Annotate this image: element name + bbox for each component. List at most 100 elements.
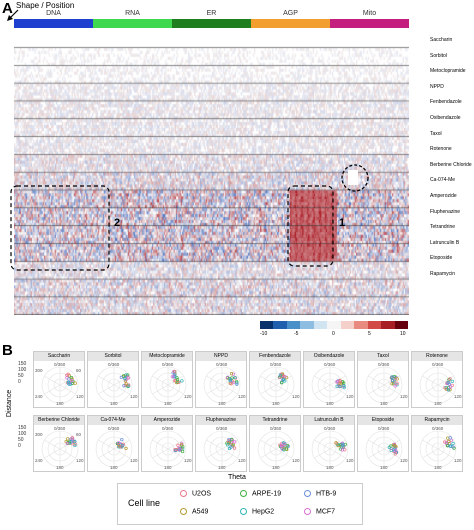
- colorbar-segment: [340, 321, 355, 329]
- polar-angle-tick: 0/360: [162, 362, 174, 367]
- polar-point: [393, 452, 398, 456]
- colorbar-segment: [354, 321, 369, 329]
- polar-point: [70, 436, 75, 440]
- legend-dot: [180, 490, 187, 497]
- polar-point: [392, 442, 397, 446]
- polar-panel: Rapamycin 0/360 120 180: [411, 415, 463, 472]
- polar-point: [67, 440, 72, 444]
- colorbar-segment: [273, 321, 288, 329]
- polar-point: [390, 375, 394, 379]
- colorbar-tick: 10: [400, 331, 406, 337]
- polar-point: [233, 376, 238, 380]
- legend-item-u2os: U2OS: [180, 490, 211, 497]
- polar-point: [124, 382, 128, 386]
- polar-angle-tick: 120: [184, 394, 192, 399]
- polar-angle-tick: 240: [35, 458, 43, 463]
- polar-point: [280, 381, 284, 385]
- polar-point: [393, 444, 397, 448]
- polar-panel-title: Sorbitol: [88, 352, 138, 361]
- polar-point: [390, 382, 394, 386]
- polar-angle-tick: 240: [35, 394, 43, 399]
- polar-grid: [95, 366, 133, 404]
- polar-angle-tick: 0/360: [270, 362, 282, 367]
- polar-grid: [41, 366, 79, 404]
- heatmap-row-label: Metoclopramide: [430, 68, 466, 75]
- polar-angle-tick: 180: [326, 401, 334, 406]
- polar-angle-tick: 180: [272, 401, 280, 406]
- polar-point: [126, 383, 131, 387]
- polar-point: [450, 383, 454, 387]
- polar-angle-tick: 120: [76, 458, 84, 463]
- polar-grid: [95, 430, 133, 468]
- polar-angle-tick: 0/360: [378, 362, 390, 367]
- organelle-header-bar: [14, 19, 409, 28]
- polar-point: [70, 437, 74, 441]
- polar-grid: [41, 430, 79, 468]
- polar-angle-tick: 0/360: [378, 426, 390, 431]
- polar-point: [448, 436, 452, 440]
- header-segment-dna: [14, 19, 93, 28]
- polar-point: [391, 378, 395, 382]
- polar-angle-tick: 300: [35, 432, 43, 437]
- polar-grid: [419, 366, 457, 404]
- polar-point: [69, 379, 74, 383]
- polar-angle-tick: 60: [76, 368, 82, 373]
- polar-panel: Fenbendazole 0/360 120 180: [249, 351, 301, 408]
- polar-panel: Etoposide 0/360 120 180: [357, 415, 409, 472]
- legend-item-hepg2: HepG2: [240, 508, 274, 515]
- polar-point: [67, 377, 71, 381]
- polar-point: [173, 371, 177, 375]
- polar-angle-tick: 0/360: [270, 426, 282, 431]
- legend-dot: [180, 508, 187, 515]
- polar-point: [225, 376, 229, 380]
- header-label-rna: RNA: [125, 10, 140, 17]
- legend-dot: [304, 490, 311, 497]
- shape-position-label: Shape / Position: [16, 1, 75, 10]
- polar-point: [122, 384, 126, 388]
- theta-axis-label: Theta: [228, 474, 246, 481]
- polar-panel: Oxibendazole 0/360 120 180: [303, 351, 355, 408]
- colorbar-tick: 5: [368, 331, 371, 337]
- polar-point: [447, 439, 451, 444]
- polar-panel-title: Taxol: [358, 352, 408, 361]
- polar-grid: [419, 430, 457, 468]
- legend-item-htb9: HTB-9: [304, 490, 336, 497]
- polar-point: [341, 443, 345, 448]
- polar-grid: [257, 430, 295, 468]
- polar-point: [281, 378, 285, 382]
- polar-point: [442, 440, 447, 444]
- header-label-er: ER: [206, 10, 217, 17]
- polar-angle-tick: 180: [164, 401, 172, 406]
- polar-point: [451, 445, 455, 449]
- polar-grid: [365, 366, 403, 404]
- header-segment-agp: [251, 19, 330, 28]
- polar-point: [280, 447, 284, 451]
- heatmap-row-label: Amperozide: [430, 193, 457, 199]
- legend-item-arpe19: ARPE-19: [240, 490, 281, 497]
- polar-point: [66, 380, 71, 384]
- polar-point: [286, 444, 290, 449]
- polar-point: [394, 449, 398, 453]
- radial-tick-label: 150: [18, 361, 27, 367]
- polar-point: [283, 441, 287, 446]
- colorbar-ticks: -10 -5 0 5 10: [260, 331, 408, 341]
- polar-angle-tick: 0/360: [54, 362, 66, 367]
- polar-point: [446, 388, 451, 392]
- polar-point: [170, 375, 175, 379]
- polar-grid: [149, 366, 187, 404]
- polar-point: [393, 384, 397, 388]
- polar-angle-tick: 0/360: [432, 426, 444, 431]
- polar-point: [389, 448, 393, 453]
- panel-b-letter: B: [2, 342, 13, 359]
- polar-panel-title: Rotenone: [412, 352, 462, 361]
- polar-point: [119, 375, 123, 380]
- annotation-box-2: [10, 185, 110, 271]
- polar-panel-title: Amperozide: [142, 416, 192, 425]
- polar-angle-tick: 120: [346, 394, 354, 399]
- polar-point: [337, 381, 341, 386]
- polar-point: [176, 443, 180, 447]
- polar-angle-tick: 120: [400, 394, 408, 399]
- radial-tick-label: 0: [18, 443, 21, 449]
- polar-angle-tick: 180: [56, 401, 64, 406]
- annotation-label-1: 1: [339, 217, 346, 229]
